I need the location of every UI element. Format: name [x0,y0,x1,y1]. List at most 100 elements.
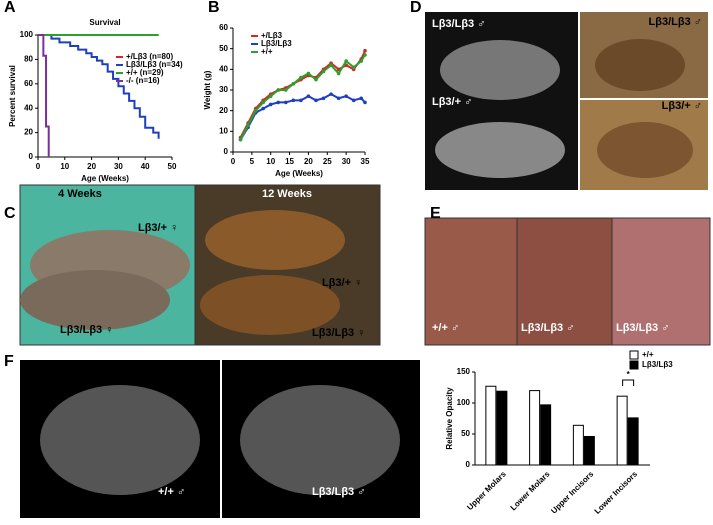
point [329,63,333,67]
photo-label: Lβ3/+ ♀ [138,222,178,234]
panel-label: E [430,205,441,222]
y-tick-label: 30 [219,85,228,94]
x-tick-label: 40 [141,162,150,171]
point [306,71,311,76]
x-axis-label: Age (Weeks) [81,174,129,183]
y-tick-label: 50 [461,429,470,438]
point [329,92,333,96]
panel-label: C [4,205,16,222]
point [363,100,367,105]
y-tick-label: 50 [219,44,228,53]
point [336,96,341,101]
x-tick-label: 30 [114,162,123,171]
point [299,75,303,80]
legend-label: +/+ [642,350,654,359]
point [291,82,296,86]
series-line [239,92,366,141]
point [261,100,265,105]
y-tick-label: 60 [219,23,228,32]
point [268,94,273,98]
point [363,48,367,53]
point [314,98,318,103]
y-tick-label: 20 [24,128,33,137]
legend-label: Lβ3/Lβ3 [642,360,673,369]
panel-label: D [410,0,422,16]
point [253,108,258,113]
x-tick-label: 10 [60,162,69,171]
point [344,59,348,63]
photo-label: +/+ ♂ [158,486,185,498]
point [321,69,326,74]
x-tick-label: 25 [323,157,332,166]
xray-jaw [240,385,400,495]
photo-label: Lβ3/Lβ3 ♂ [312,486,365,498]
mouse-body [20,270,170,330]
x-tick-label: 30 [342,157,351,166]
bar [572,424,584,466]
legend-label: +/Lβ3 [261,31,283,40]
panel-label: B [208,0,220,16]
point [238,137,243,142]
photo-label: Lβ3/+ ♀ [322,277,362,289]
legend-label: Lβ3/Lβ3 [261,39,292,48]
x-tick-label: 0 [36,162,41,171]
x-tick-label: 10 [266,157,275,166]
significance-bracket [622,379,635,386]
mouse-body [200,275,340,335]
point [268,102,273,107]
teeth-photo [611,217,711,346]
point [321,96,326,101]
point [284,88,288,92]
point [276,100,281,105]
x-tick-label: 20 [304,157,313,166]
panel-label: F [4,353,14,370]
photo-label: Lβ3/+ ♂ [662,100,702,112]
y-tick-label: 60 [24,79,33,88]
photo-label: Lβ3/Lβ3 ♂ [432,18,485,30]
mouse-body [595,39,685,91]
point [284,100,288,105]
chart-title: Survival [89,18,120,27]
legend-label: +/Lβ3 (n=80) [126,52,173,61]
y-tick-label: 0 [224,147,229,156]
bar [496,390,508,466]
point [359,96,364,101]
x-tick-label: 50 [168,162,177,171]
x-tick-label: Lower Incisors [593,469,640,516]
xray-body [440,40,560,100]
point [246,123,250,127]
x-tick-label: 5 [250,157,255,166]
legend-label: -/- (n=16) [126,76,160,85]
photo-label: Lβ3/Lβ3 ♂ [649,16,702,28]
photo-label: Lβ3/+ ♂ [432,96,472,108]
bar [627,417,639,466]
annotation: * [627,370,631,379]
panel-label: A [4,0,16,16]
y-axis-label: Weight (g) [203,70,212,109]
photo-label: 12 Weeks [262,188,312,200]
y-tick-label: 80 [24,55,33,64]
legend-swatch [629,350,639,360]
mouse-body [205,210,345,270]
photo-label: Lβ3/Lβ3 ♂ [521,322,574,334]
point [351,65,356,70]
point [359,59,364,63]
point [299,98,303,103]
mouse-body [597,122,693,178]
x-tick-label: 35 [361,157,370,166]
y-tick-label: 40 [219,64,228,73]
x-tick-label: Lower Molars [509,469,552,512]
x-tick-label: 15 [285,157,294,166]
bar [616,395,628,466]
y-axis-label: Relative Opacity [445,387,454,450]
y-tick-label: 100 [457,398,471,407]
y-tick-label: 0 [466,460,471,469]
point [291,98,296,103]
point [276,88,281,92]
legend-label: Lβ3/Lβ3 (n=34) [126,60,183,69]
legend-label: +/+ (n=29) [126,68,164,77]
y-axis-label: Percent survival [8,65,17,127]
bar [583,435,595,466]
y-tick-label: 150 [457,367,471,376]
